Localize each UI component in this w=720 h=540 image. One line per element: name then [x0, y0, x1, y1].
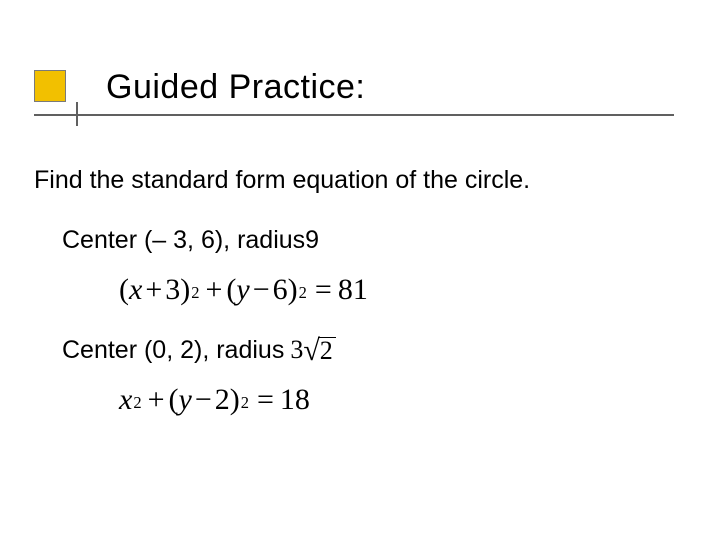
eq1-y: y: [236, 273, 249, 307]
title-tick-icon: [76, 102, 78, 126]
eq1-eq: =: [315, 273, 332, 307]
problem-2-label-text: Center (0, 2), radius: [62, 336, 284, 365]
eq2-eq: =: [257, 383, 274, 417]
problem-2-radius-radical: 3 √ 2: [290, 335, 335, 365]
eq1-op1: +: [145, 273, 162, 307]
slide: Guided Practice: Find the standard form …: [0, 0, 720, 540]
radical-coef: 3: [290, 335, 303, 365]
eq2-plus: +: [148, 383, 165, 417]
eq1-op2: −: [253, 273, 270, 307]
eq1-n2: 6: [273, 273, 288, 307]
problem-1-equation: ( x + 3 ) 2 + ( y − 6 ) 2 = 81: [119, 273, 674, 307]
eq1-exp1: 2: [191, 283, 199, 303]
eq1-x: x: [129, 273, 142, 307]
eq2-y: y: [179, 383, 192, 417]
problem-1-label-text: Center (– 3, 6), radius: [62, 226, 305, 255]
eq2-op2: −: [195, 383, 212, 417]
eq1-rp2: ): [288, 273, 298, 307]
problem-2-label: Center (0, 2), radius 3 √ 2: [62, 335, 674, 365]
slide-body: Find the standard form equation of the c…: [34, 165, 674, 445]
eq1-lp1: (: [119, 273, 129, 307]
title-underline: [34, 114, 674, 116]
eq1-lp2: (: [226, 273, 236, 307]
task-text: Find the standard form equation of the c…: [34, 165, 674, 196]
radical-surd-icon: √ 2: [303, 337, 335, 364]
eq2-exp2: 2: [241, 393, 249, 413]
eq1-rhs: 81: [338, 273, 368, 307]
problem-1-label: Center (– 3, 6), radius 9: [62, 226, 674, 255]
problem-2-equation: x 2 + ( y − 2 ) 2 = 18: [119, 383, 674, 417]
accent-square-icon: [34, 70, 66, 102]
eq2-n2: 2: [215, 383, 230, 417]
surd-symbol: √: [303, 339, 319, 363]
eq2-rhs: 18: [280, 383, 310, 417]
eq1-n1: 3: [165, 273, 180, 307]
eq1-exp2: 2: [299, 283, 307, 303]
eq1-plus: +: [206, 273, 223, 307]
eq2-exp1: 2: [133, 393, 141, 413]
eq2-x: x: [119, 383, 132, 417]
slide-title: Guided Practice:: [106, 68, 365, 107]
eq1-rp1: ): [180, 273, 190, 307]
problem-1-radius: 9: [305, 226, 319, 255]
radical-radicand: 2: [318, 337, 336, 364]
eq2-lp2: (: [169, 383, 179, 417]
eq2-rp2: ): [230, 383, 240, 417]
